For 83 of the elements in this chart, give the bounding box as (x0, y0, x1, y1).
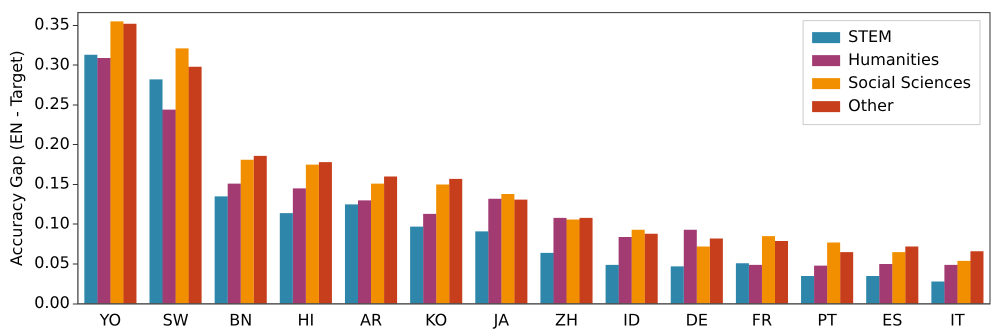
bar (931, 282, 944, 304)
bar (123, 24, 136, 304)
bar (475, 231, 488, 304)
x-tick-label: SW (162, 310, 189, 330)
bar (632, 230, 645, 304)
x-tick-label: IT (950, 310, 965, 330)
y-tick-label: 0.10 (34, 213, 70, 232)
bar (696, 246, 710, 304)
x-tick-label: AR (360, 310, 382, 330)
y-tick-label: 0.35 (34, 14, 70, 34)
bar (748, 264, 762, 304)
bar (710, 238, 723, 304)
bar (762, 236, 775, 304)
bar (606, 264, 619, 304)
bar (566, 219, 580, 304)
bar (879, 264, 892, 304)
bar (188, 66, 202, 304)
bar (344, 204, 358, 304)
y-tick-label: 0.00 (34, 292, 70, 312)
legend-label: Social Sciences (848, 72, 972, 92)
bar (371, 184, 384, 304)
bar (905, 246, 918, 304)
x-tick-label: YO (98, 310, 122, 330)
bar (176, 48, 189, 304)
bar (840, 252, 854, 304)
bar (670, 266, 684, 304)
x-tick-label: DE (686, 310, 708, 330)
bar (97, 58, 110, 304)
x-tick-label: BN (229, 310, 252, 330)
bar (110, 21, 124, 304)
bar (254, 156, 267, 304)
x-tick-label: JA (492, 310, 510, 330)
bar (214, 196, 228, 304)
bar (436, 184, 450, 304)
bar (801, 276, 814, 304)
y-tick-label: 0.05 (34, 253, 70, 272)
y-tick-label: 0.15 (34, 174, 70, 193)
y-axis-title: Accuracy Gap (EN - Target) (6, 50, 26, 266)
legend-label: Other (848, 96, 894, 115)
x-tick-label: FR (752, 310, 772, 330)
bar (410, 226, 424, 304)
bar (423, 214, 436, 304)
legend-label: STEM (848, 26, 892, 46)
bar (384, 176, 398, 304)
legend-label: Humanities (848, 50, 940, 69)
bar (84, 54, 98, 304)
bar (228, 184, 241, 304)
bar (814, 266, 828, 304)
bar (514, 200, 528, 304)
bar (644, 234, 658, 304)
bar (774, 240, 788, 304)
bar (736, 263, 749, 304)
bar (553, 218, 566, 304)
x-tick-label: ES (882, 310, 902, 330)
x-tick-label: ZH (554, 310, 578, 330)
bar (827, 242, 840, 304)
bar (957, 260, 970, 304)
bar (280, 213, 293, 304)
y-tick-label: 0.25 (34, 94, 70, 114)
bar (892, 252, 906, 304)
bar (292, 188, 306, 304)
bar (240, 160, 254, 304)
bar (944, 264, 958, 304)
bar (618, 236, 632, 304)
bar (306, 164, 319, 304)
x-tick-label: HI (297, 310, 314, 330)
bar (970, 251, 984, 304)
bar (540, 252, 554, 304)
x-tick-label: ID (623, 310, 640, 330)
bar (501, 194, 514, 304)
bar (149, 79, 163, 304)
x-tick-label: PT (817, 310, 838, 330)
y-tick-label: 0.30 (34, 54, 70, 74)
x-tick-label: KO (425, 310, 448, 330)
bar (318, 162, 332, 304)
bar (866, 276, 880, 304)
bar (488, 198, 502, 304)
bar (358, 200, 372, 304)
bar (580, 218, 593, 304)
bar (162, 110, 176, 304)
bar (684, 230, 697, 304)
y-tick-label: 0.20 (34, 134, 70, 153)
bar (449, 178, 462, 304)
